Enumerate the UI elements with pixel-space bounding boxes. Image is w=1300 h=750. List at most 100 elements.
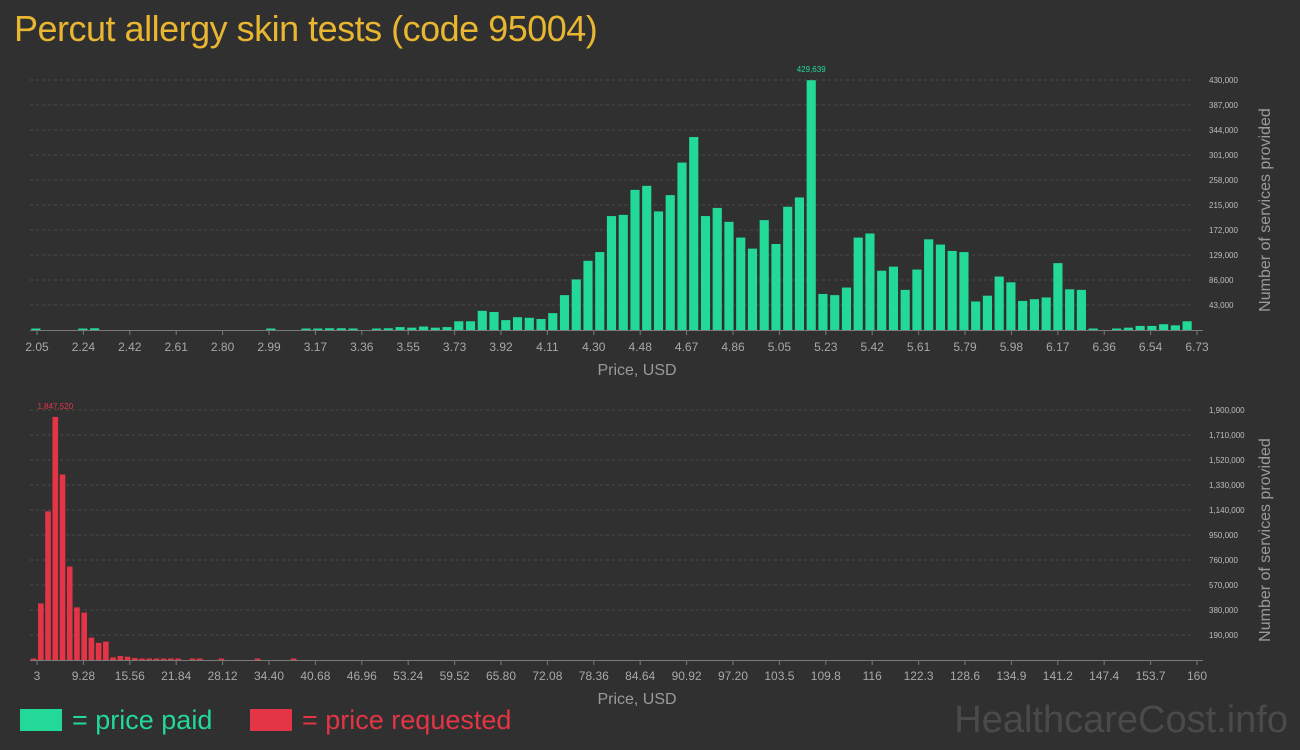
bar (841, 287, 852, 330)
bar (1112, 328, 1122, 330)
bar (994, 276, 1004, 330)
bar (1029, 299, 1039, 330)
x-tick-label: 122.3 (904, 669, 934, 683)
bar (1006, 282, 1016, 330)
x-tick-label: 6.36 (1093, 340, 1117, 354)
bar (571, 279, 581, 330)
x-tick-label: 160 (1187, 669, 1207, 683)
bar (153, 658, 160, 660)
x-tick-label: 4.30 (582, 340, 606, 354)
bar (583, 260, 593, 330)
bar (418, 326, 429, 330)
legend-paid-label: = price paid (72, 704, 213, 735)
x-tick-label: 59.52 (440, 669, 470, 683)
bar (1065, 289, 1075, 330)
bar (90, 328, 100, 330)
bar (1147, 325, 1157, 330)
bar (59, 474, 66, 660)
legend-requested-label: = price requested (302, 704, 512, 735)
bar (818, 293, 828, 330)
bar (924, 239, 934, 330)
bar (1088, 328, 1098, 330)
bar (52, 416, 59, 660)
legend-paid-swatch (20, 709, 62, 731)
bar (1182, 321, 1192, 330)
y-tick-label: 1,900,000 (1209, 406, 1245, 415)
x-tick-label: 5.05 (768, 340, 792, 354)
x-tick-label: 78.36 (579, 669, 609, 683)
bar (371, 328, 382, 330)
x-axis-title: Price, USD (597, 691, 676, 708)
bar (395, 327, 405, 330)
bar (630, 189, 640, 330)
y-tick-label: 430,000 (1209, 76, 1238, 85)
bar (700, 216, 711, 330)
y-tick-label: 129,000 (1209, 251, 1238, 260)
bar (806, 80, 816, 330)
x-tick-label: 5.61 (907, 340, 931, 354)
x-tick-label: 5.98 (1000, 340, 1024, 354)
bar (103, 641, 109, 660)
bar (407, 327, 417, 330)
bar (117, 656, 124, 660)
bar (266, 328, 276, 330)
x-tick-label: 84.64 (625, 669, 655, 683)
bar (642, 185, 652, 330)
x-tick-label: 4.11 (536, 340, 559, 354)
bar (1076, 289, 1086, 330)
x-tick-label: 116 (863, 669, 882, 683)
x-tick-label: 2.99 (257, 340, 281, 354)
x-tick-label: 6.54 (1139, 340, 1163, 354)
bar (324, 328, 335, 330)
y-axis-title: Number of services provided (1257, 108, 1274, 312)
bar (501, 320, 511, 330)
legend-requested-swatch (250, 709, 292, 731)
bar (1170, 325, 1180, 330)
x-tick-label: 4.48 (629, 340, 653, 354)
x-tick-label: 3.36 (350, 340, 374, 354)
x-tick-label: 2.80 (211, 340, 235, 354)
bar (512, 317, 523, 330)
bar (1041, 297, 1051, 330)
bar (175, 658, 181, 660)
bar (254, 658, 261, 660)
bar (31, 328, 41, 330)
x-tick-label: 128.6 (950, 669, 980, 683)
x-tick-label: 90.92 (672, 669, 702, 683)
bar (78, 328, 88, 330)
bar (971, 301, 981, 330)
bar (489, 311, 499, 330)
y-tick-label: 215,000 (1209, 201, 1238, 210)
page-title: Percut allergy skin tests (code 95004) (14, 8, 598, 49)
bar (465, 321, 476, 330)
y-tick-label: 86,000 (1209, 276, 1234, 285)
x-tick-label: 2.42 (118, 340, 142, 354)
bar (524, 317, 534, 330)
bar (442, 327, 452, 330)
bar (88, 637, 95, 660)
bar (712, 207, 722, 330)
bar (595, 252, 605, 330)
y-tick-label: 1,330,000 (1209, 481, 1245, 490)
x-tick-label: 4.67 (675, 340, 699, 354)
bar (30, 658, 37, 660)
bar (1135, 325, 1145, 330)
x-tick-label: 141.2 (1043, 669, 1073, 683)
x-tick-label: 4.86 (721, 340, 745, 354)
x-tick-label: 65.80 (486, 669, 516, 683)
x-tick-label: 153.7 (1136, 669, 1166, 683)
bar (618, 214, 628, 330)
bar (1053, 263, 1063, 330)
bar (783, 206, 793, 330)
bar (430, 327, 440, 330)
x-tick-label: 2.24 (72, 340, 96, 354)
x-tick-label: 3.92 (489, 340, 513, 354)
x-tick-label: 5.79 (953, 340, 977, 354)
x-tick-label: 15.56 (115, 669, 145, 683)
bar (74, 607, 80, 660)
y-tick-label: 380,000 (1209, 606, 1238, 615)
y-tick-label: 387,000 (1209, 101, 1238, 110)
x-tick-label: 3 (34, 669, 41, 683)
bar (301, 328, 311, 330)
